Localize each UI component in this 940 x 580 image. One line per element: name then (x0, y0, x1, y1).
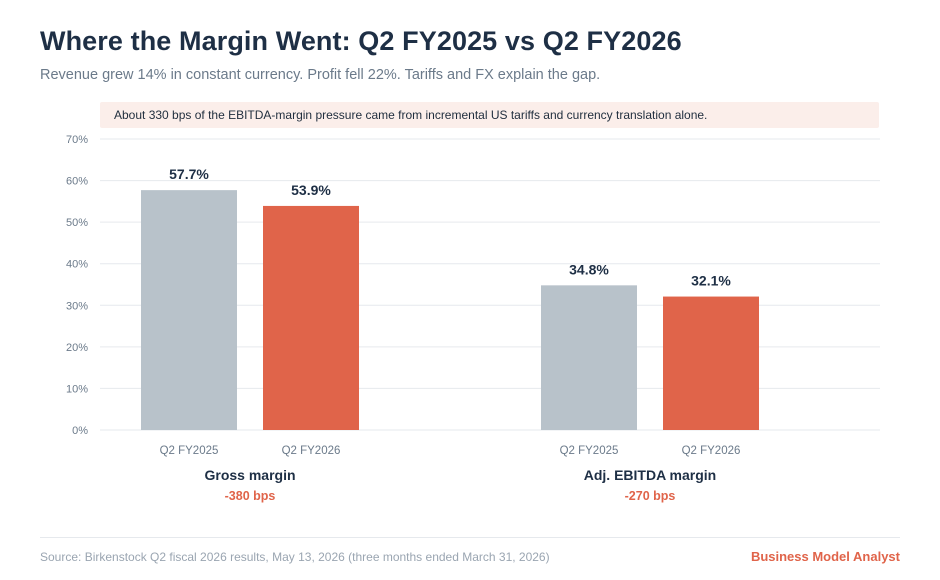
y-tick-label: 10% (66, 383, 88, 395)
annotation-callout: About 330 bps of the EBITDA-margin press… (100, 102, 879, 128)
brand-logo-text: Business Model Analyst (750, 549, 900, 564)
page-title: Where the Margin Went: Q2 FY2025 vs Q2 F… (40, 26, 682, 56)
y-tick-label: 60% (66, 176, 88, 188)
page-subtitle: Revenue grew 14% in constant currency. P… (40, 67, 601, 83)
x-category-label: Q2 FY2025 (560, 445, 619, 457)
bar (663, 296, 759, 430)
bar (541, 285, 637, 430)
bar-value-label: 32.1% (691, 273, 731, 289)
bar-value-label: 53.9% (291, 182, 331, 198)
bar-value-label: 57.7% (169, 166, 209, 182)
group-delta-label: -270 bps (625, 489, 676, 503)
group-label: Adj. EBITDA margin (584, 467, 717, 483)
source-note: Source: Birkenstock Q2 fiscal 2026 resul… (40, 550, 550, 564)
y-tick-label: 0% (72, 425, 88, 437)
y-tick-label: 70% (66, 134, 88, 146)
footer-divider (40, 537, 900, 538)
group-label: Gross margin (204, 467, 295, 483)
y-tick-label: 30% (66, 300, 88, 312)
y-tick-label: 40% (66, 259, 88, 271)
x-category-label: Q2 FY2026 (682, 445, 741, 457)
margin-bar-chart: 0% 10% 20% 30% 40% 50% 60% 70% 57.7% Q2 FY2025 53.… (66, 134, 880, 503)
bar (263, 205, 359, 430)
y-tick-label: 50% (66, 217, 88, 229)
y-tick-label: 20% (66, 342, 88, 354)
bar (141, 190, 237, 430)
group-delta-label: -380 bps (225, 489, 276, 503)
bar-value-label: 34.8% (569, 261, 609, 277)
x-category-label: Q2 FY2025 (160, 445, 219, 457)
x-category-label: Q2 FY2026 (282, 445, 341, 457)
